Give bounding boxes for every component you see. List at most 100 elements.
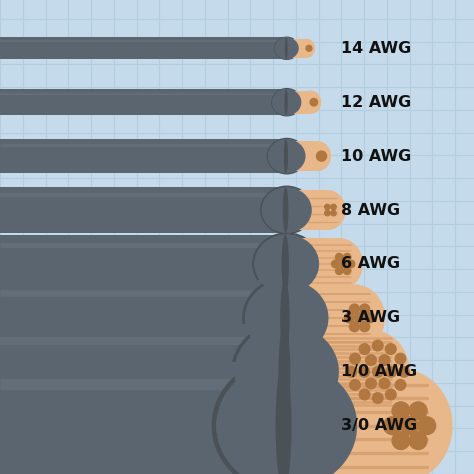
- Circle shape: [354, 312, 365, 324]
- Circle shape: [358, 366, 370, 378]
- Circle shape: [385, 366, 397, 378]
- Bar: [0, 139, 287, 173]
- Circle shape: [378, 354, 391, 366]
- Ellipse shape: [272, 89, 301, 116]
- Ellipse shape: [216, 362, 357, 474]
- Ellipse shape: [284, 139, 288, 173]
- Ellipse shape: [235, 324, 339, 419]
- Circle shape: [394, 379, 407, 391]
- Ellipse shape: [285, 37, 288, 59]
- Circle shape: [349, 321, 360, 332]
- Ellipse shape: [262, 187, 312, 233]
- Bar: [0, 89, 287, 116]
- Ellipse shape: [255, 235, 319, 293]
- Circle shape: [359, 303, 370, 315]
- Bar: [0, 280, 287, 356]
- Ellipse shape: [351, 369, 453, 474]
- Text: 10 AWG: 10 AWG: [341, 149, 411, 164]
- Text: 3 AWG: 3 AWG: [341, 310, 401, 325]
- Circle shape: [310, 98, 318, 107]
- Ellipse shape: [282, 235, 289, 293]
- Circle shape: [365, 354, 377, 366]
- Circle shape: [359, 321, 370, 332]
- Ellipse shape: [335, 330, 410, 413]
- Circle shape: [349, 303, 360, 315]
- Circle shape: [316, 150, 327, 162]
- Circle shape: [330, 203, 337, 210]
- Ellipse shape: [274, 36, 300, 60]
- Circle shape: [358, 389, 371, 401]
- Circle shape: [409, 401, 428, 420]
- Ellipse shape: [283, 187, 289, 233]
- Ellipse shape: [300, 91, 321, 114]
- Circle shape: [385, 389, 397, 401]
- Circle shape: [378, 377, 391, 390]
- Ellipse shape: [216, 362, 357, 474]
- Circle shape: [372, 392, 384, 404]
- Ellipse shape: [211, 357, 362, 474]
- Ellipse shape: [325, 284, 385, 351]
- Ellipse shape: [275, 37, 299, 59]
- Circle shape: [305, 45, 313, 52]
- Ellipse shape: [272, 89, 301, 116]
- Ellipse shape: [267, 138, 307, 174]
- Circle shape: [343, 253, 352, 262]
- Bar: [282, 39, 306, 58]
- Circle shape: [372, 339, 384, 352]
- Circle shape: [392, 431, 410, 450]
- Ellipse shape: [245, 280, 328, 356]
- Ellipse shape: [268, 139, 306, 173]
- Text: 8 AWG: 8 AWG: [341, 202, 401, 218]
- Ellipse shape: [298, 39, 315, 58]
- Bar: [255, 369, 402, 474]
- Circle shape: [385, 343, 397, 355]
- Circle shape: [364, 312, 375, 324]
- Circle shape: [383, 416, 402, 435]
- Bar: [275, 190, 328, 230]
- Circle shape: [331, 260, 340, 268]
- Circle shape: [330, 210, 337, 217]
- Circle shape: [400, 416, 419, 435]
- Ellipse shape: [235, 324, 339, 419]
- Ellipse shape: [280, 280, 290, 356]
- Ellipse shape: [275, 37, 299, 59]
- Bar: [0, 37, 287, 59]
- Bar: [0, 187, 287, 233]
- Ellipse shape: [255, 235, 319, 293]
- Ellipse shape: [252, 232, 321, 296]
- Bar: [268, 284, 355, 351]
- Circle shape: [372, 366, 384, 378]
- Text: 3/0 AWG: 3/0 AWG: [341, 418, 418, 433]
- Ellipse shape: [231, 321, 342, 423]
- Ellipse shape: [268, 139, 306, 173]
- Circle shape: [417, 416, 437, 435]
- Ellipse shape: [216, 362, 357, 474]
- Bar: [263, 330, 372, 413]
- Ellipse shape: [272, 89, 301, 116]
- Circle shape: [343, 266, 352, 275]
- Ellipse shape: [235, 324, 339, 419]
- Circle shape: [335, 253, 344, 262]
- Circle shape: [324, 210, 331, 217]
- Circle shape: [398, 366, 410, 378]
- Text: 14 AWG: 14 AWG: [341, 41, 411, 56]
- Ellipse shape: [271, 88, 302, 117]
- Ellipse shape: [245, 280, 328, 356]
- Circle shape: [409, 431, 428, 450]
- Ellipse shape: [255, 235, 319, 293]
- Ellipse shape: [275, 362, 292, 474]
- Circle shape: [339, 260, 347, 268]
- Ellipse shape: [260, 186, 313, 235]
- Bar: [278, 141, 318, 171]
- Circle shape: [365, 377, 377, 390]
- Circle shape: [394, 353, 407, 365]
- Ellipse shape: [242, 277, 331, 359]
- Ellipse shape: [275, 37, 299, 59]
- Text: 1/0 AWG: 1/0 AWG: [341, 365, 418, 379]
- Ellipse shape: [268, 139, 306, 173]
- Bar: [0, 324, 287, 419]
- Ellipse shape: [262, 187, 312, 233]
- Bar: [272, 238, 340, 290]
- Ellipse shape: [262, 187, 312, 233]
- Circle shape: [349, 379, 361, 391]
